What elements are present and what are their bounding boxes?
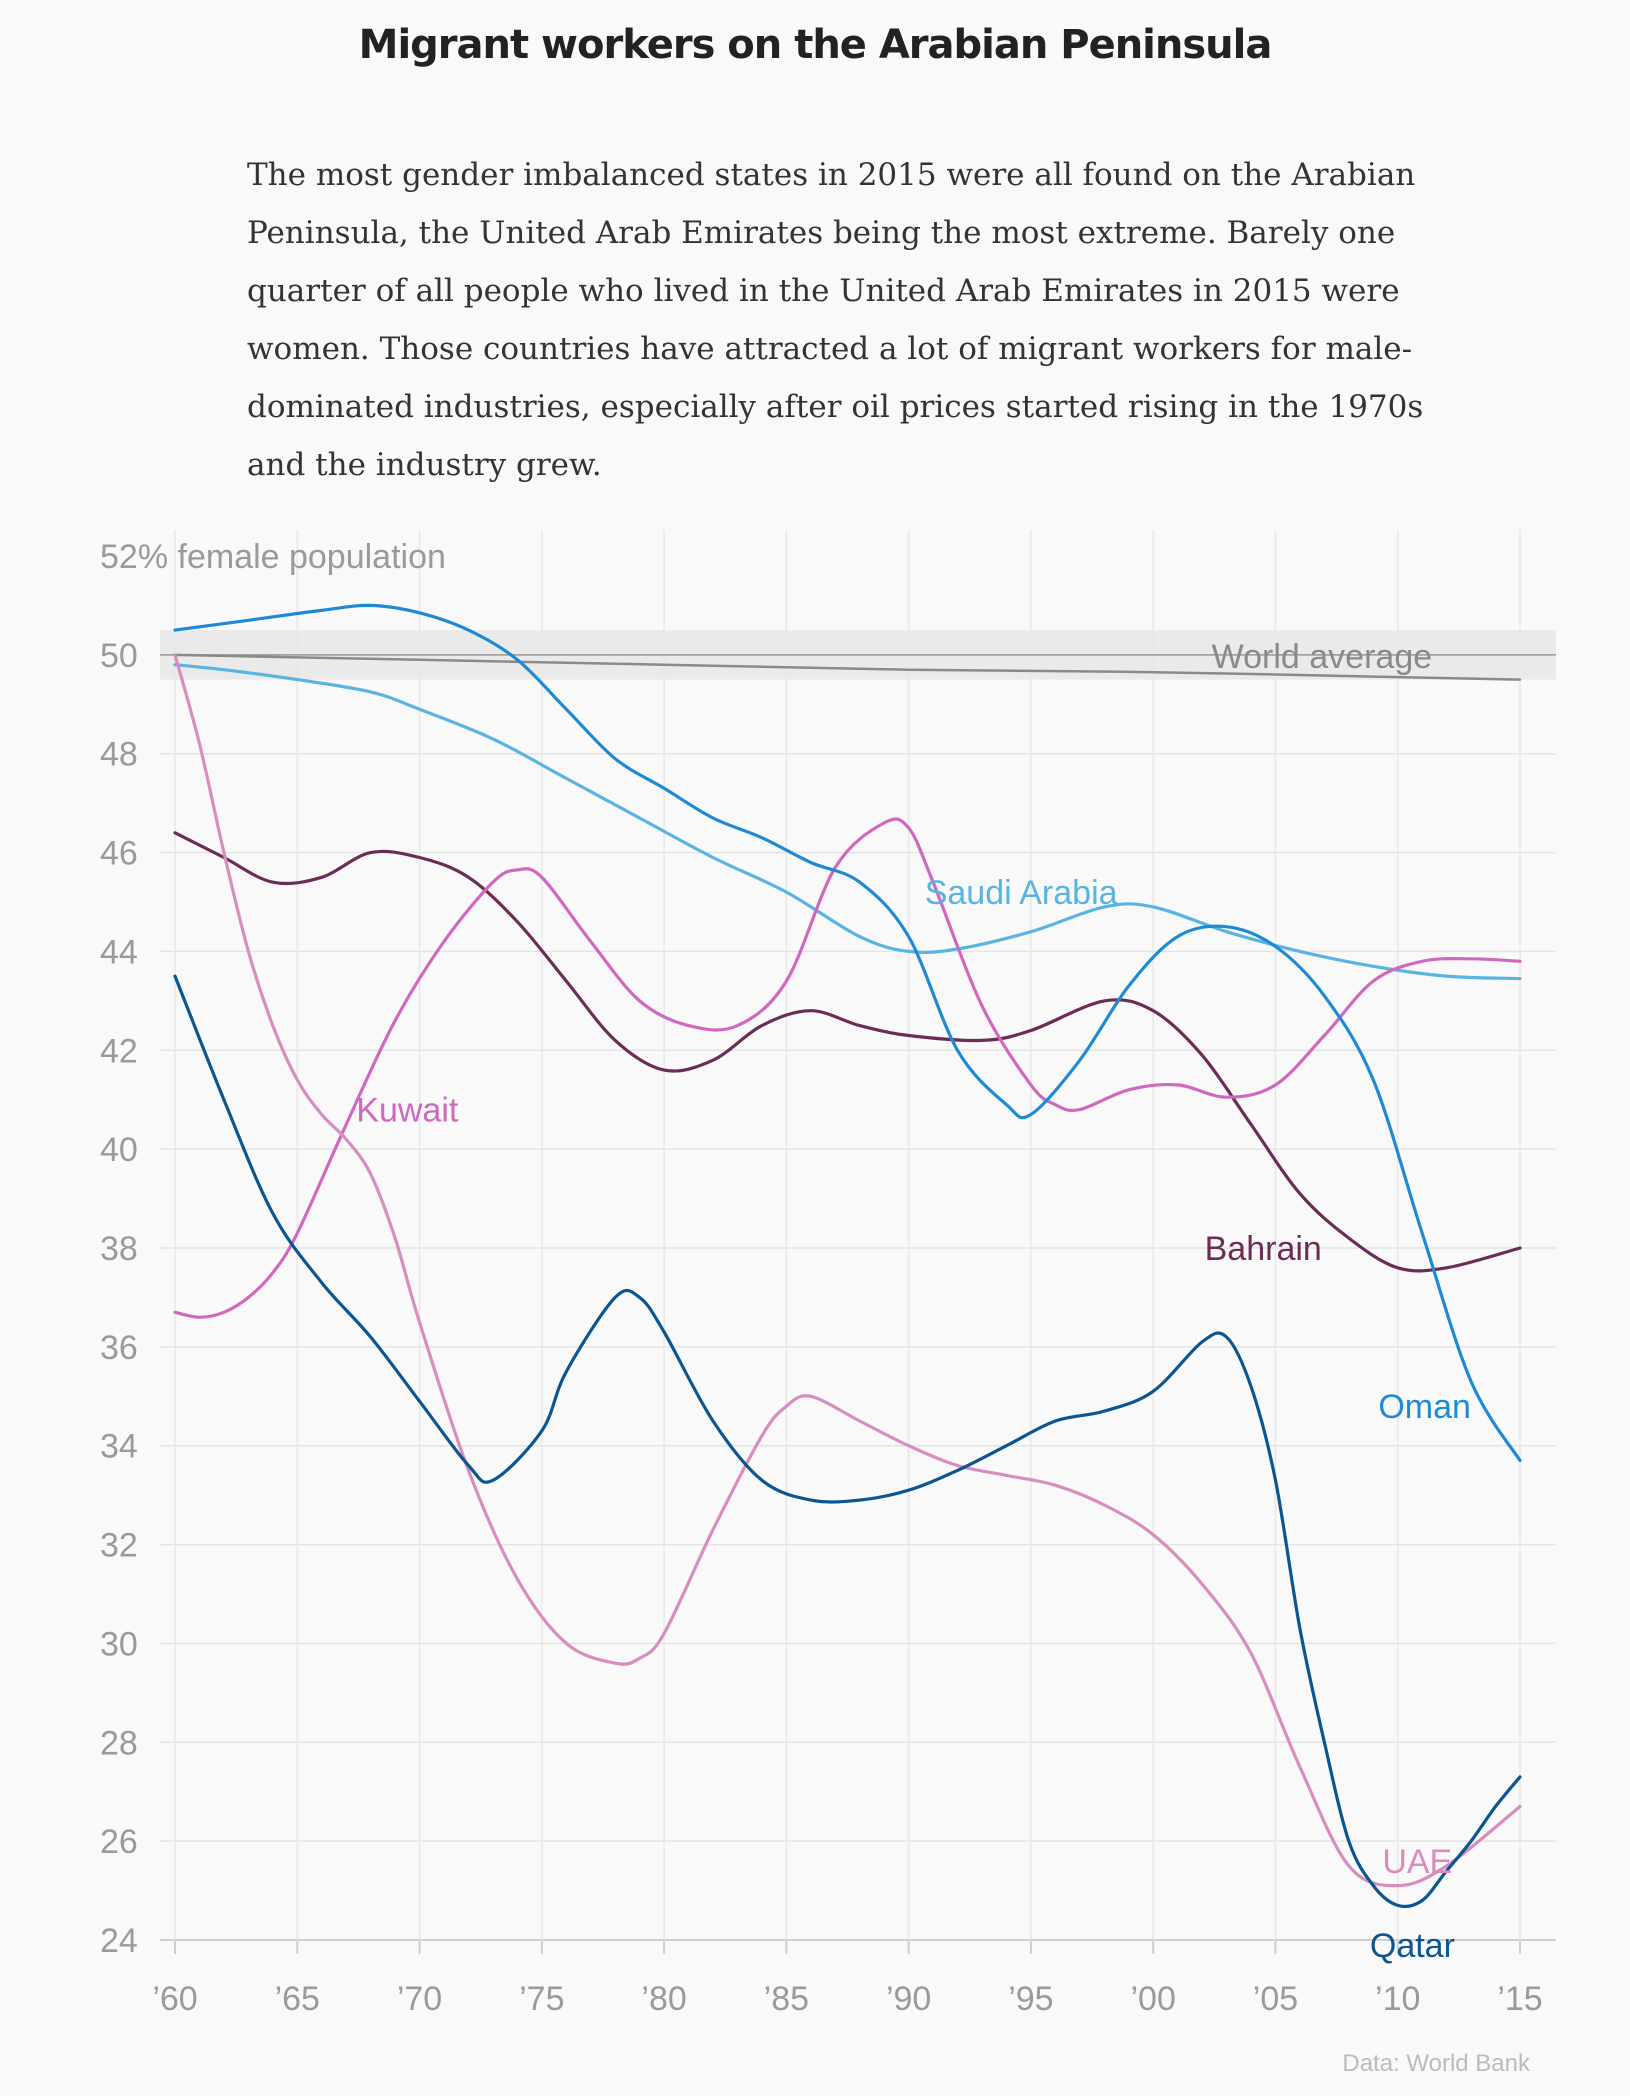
series-line-saudi: [173, 663, 1522, 981]
series-lines: [173, 603, 1522, 1909]
series-label-kuwait: Kuwait: [356, 1092, 459, 1130]
series-label-saudi: Saudi Arabia: [925, 874, 1118, 912]
x-tick-label: ’90: [886, 1980, 931, 2018]
series-labels: Saudi Arabia Kuwait Bahrain Oman UAE Qatar Wor…: [356, 638, 1471, 1965]
x-tick-label: ’00: [1130, 1980, 1175, 2018]
series-label-bahrain: Bahrain: [1205, 1230, 1322, 1268]
y-axis-ticks: 52% female population 50 48 46 44 42 40 38 36 34 3…: [100, 538, 446, 1960]
x-tick-label: ’65: [275, 1980, 320, 2018]
x-tick-label: ’70: [397, 1980, 442, 2018]
y-tick-label: 34: [100, 1428, 138, 1466]
x-tick-label: ’05: [1253, 1980, 1298, 2018]
series-label-world: World average: [1212, 638, 1433, 676]
y-tick-label: 42: [100, 1032, 138, 1070]
series-label-uae: UAE: [1382, 1843, 1452, 1881]
series-label-qatar: Qatar: [1370, 1927, 1455, 1965]
chart-description: The most gender imbalanced states in 201…: [247, 157, 1424, 483]
y-tick-label: 38: [100, 1230, 138, 1268]
y-tick-label: 50: [100, 637, 138, 675]
x-tick-label: ’80: [641, 1980, 686, 2018]
y-tick-label: 48: [100, 736, 138, 774]
y-tick-label: 28: [100, 1724, 138, 1762]
x-tick-label: ’15: [1497, 1980, 1542, 2018]
series-line-qatar: [173, 974, 1522, 1909]
y-tick-label: 30: [100, 1625, 138, 1663]
world-average-band: [160, 630, 1556, 680]
source-note: Data: World Bank: [1342, 2050, 1530, 2077]
y-tick-label: 36: [100, 1329, 138, 1367]
y-tick-label: 44: [100, 933, 138, 971]
x-axis-ticks: ’60 ’65 ’70 ’75 ’80 ’85 ’90 ’95 ’00 ’05 ’10 ’15: [152, 1980, 1542, 2018]
y-tick-label: 24: [100, 1922, 138, 1960]
y-tick-label: 46: [100, 835, 138, 873]
y-tick-label: 32: [100, 1527, 138, 1565]
gridlines: [160, 530, 1556, 1954]
series-label-oman: Oman: [1378, 1388, 1471, 1426]
series-line-kuwait: [173, 817, 1522, 1319]
series-line-bahrain: [173, 831, 1522, 1273]
x-tick-label: ’75: [519, 1980, 564, 2018]
x-tick-label: ’85: [764, 1980, 809, 2018]
x-tick-label: ’10: [1375, 1980, 1420, 2018]
y-tick-label: 52% female population: [100, 538, 446, 576]
series-line-oman: [173, 603, 1522, 1463]
series-line-uae: [173, 653, 1522, 1888]
x-tick-label: ’95: [1008, 1980, 1053, 2018]
x-tick-label: ’60: [152, 1980, 197, 2018]
y-tick-label: 26: [100, 1823, 138, 1861]
y-tick-label: 40: [100, 1131, 138, 1169]
series-line-world: [173, 653, 1522, 681]
chart-title: Migrant workers on the Arabian Peninsula: [358, 22, 1273, 68]
